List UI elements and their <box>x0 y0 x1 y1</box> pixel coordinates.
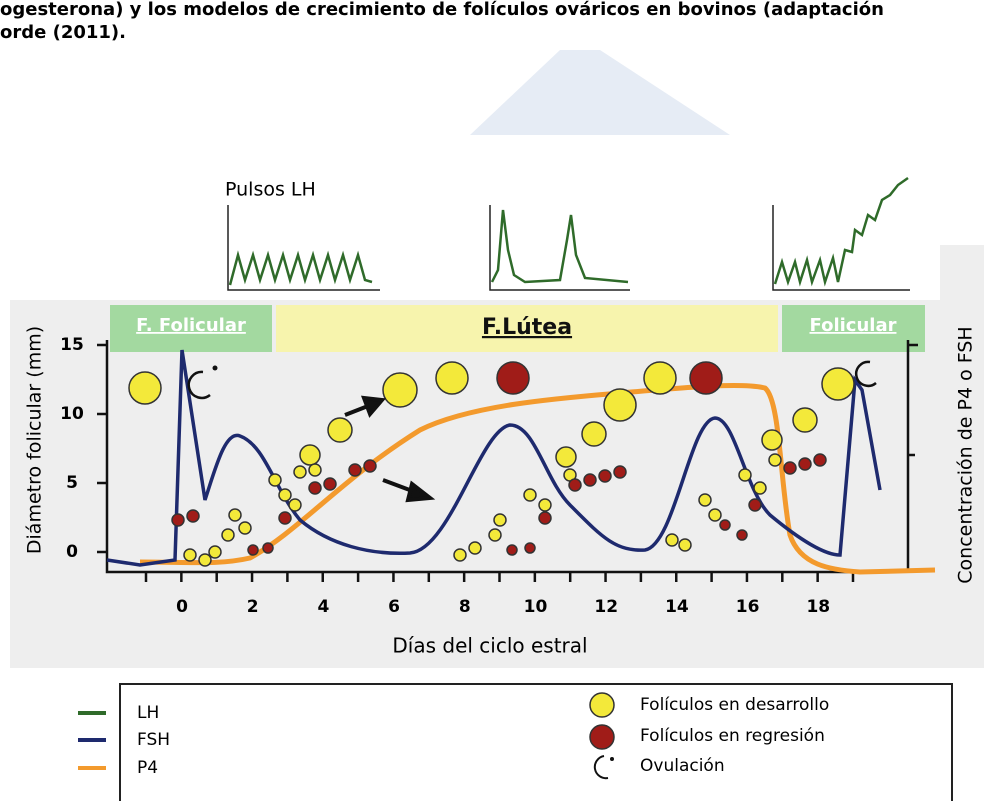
header-line: ogesterona) y los modelos de crecimiento… <box>0 0 884 20</box>
y-tick-label: 15 <box>60 335 84 355</box>
legend-label: Folículos en desarrollo <box>640 695 829 715</box>
x-tick-label: 6 <box>388 597 400 617</box>
lh-label: Pulsos LH <box>225 179 316 201</box>
phase-label: F. Folicular <box>136 315 246 336</box>
plot-bg <box>10 300 940 668</box>
legend-label: FSH <box>137 730 170 750</box>
y-tick-label: 5 <box>66 473 78 493</box>
legend-label: P4 <box>137 758 158 778</box>
legend-label: Ovulación <box>640 756 725 776</box>
x-tick-label: 10 <box>524 597 548 617</box>
lh-panels <box>228 178 910 290</box>
y-axis-label: Diámetro folicular (mm) <box>24 326 46 554</box>
y2-axis-label: Concentración de P4 o FSH <box>955 326 977 583</box>
x-tick-label: 2 <box>247 597 259 617</box>
watermark <box>470 50 730 135</box>
x-tick-label: 4 <box>317 597 329 617</box>
x-tick-label: 18 <box>806 597 830 617</box>
header-line: orde (2011). <box>0 22 126 43</box>
phase-label: Folicular <box>810 315 897 336</box>
x-tick-label: 0 <box>176 597 188 617</box>
legend-label: Folículos en regresión <box>640 726 825 746</box>
y-tick-label: 0 <box>66 542 78 562</box>
page: ogesterona) y los modelos de crecimiento… <box>0 0 984 801</box>
x-tick-label: 12 <box>594 597 618 617</box>
y-tick-label: 10 <box>60 404 84 424</box>
x-tick-label: 16 <box>736 597 760 617</box>
legend-label: LH <box>137 703 159 723</box>
phase-label: F.Lútea <box>482 315 572 340</box>
x-axis-label: Días del ciclo estral <box>392 634 587 658</box>
x-tick-label: 8 <box>459 597 471 617</box>
x-tick-label: 14 <box>665 597 689 617</box>
